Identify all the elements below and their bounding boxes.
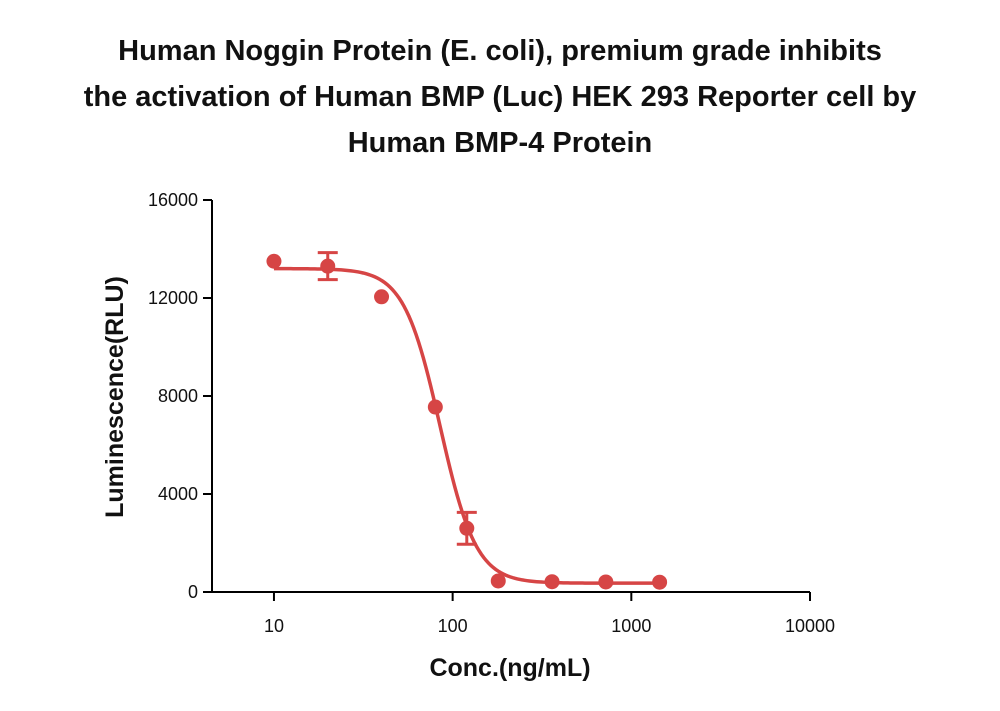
x-tick-label: 10000 (785, 616, 835, 636)
x-tick-label: 100 (438, 616, 468, 636)
data-point (266, 253, 282, 269)
x-tick-label: 1000 (611, 616, 651, 636)
x-axis-label: Conc.(ng/mL) (429, 654, 590, 682)
x-tick-label: 10 (264, 616, 284, 636)
y-axis-label: Luminescence(RLU) (101, 276, 129, 518)
title-line-1: Human Noggin Protein (E. coli), premium … (118, 35, 882, 67)
data-point (374, 289, 390, 305)
data-point (652, 574, 668, 590)
y-tick-label: 8000 (158, 386, 198, 406)
data-point (459, 520, 475, 536)
y-tick-label: 4000 (158, 484, 198, 504)
data-point (598, 574, 614, 590)
title-line-3: Human BMP-4 Protein (347, 127, 653, 159)
title-line-2: the activation of Human BMP (Luc) HEK 29… (83, 81, 917, 113)
y-tick-label: 16000 (148, 190, 198, 210)
data-point (544, 574, 560, 590)
data-points-layer (266, 251, 668, 590)
chart-title: Human Noggin Protein (E. coli), premium … (0, 28, 1000, 166)
data-point (427, 399, 443, 415)
data-point (320, 258, 336, 274)
data-point (490, 573, 506, 589)
y-tick-label: 12000 (148, 288, 198, 308)
axes: 0 4000 8000 12000 16000 10 100 1000 10000 (148, 190, 835, 636)
y-tick-label: 0 (188, 582, 198, 602)
